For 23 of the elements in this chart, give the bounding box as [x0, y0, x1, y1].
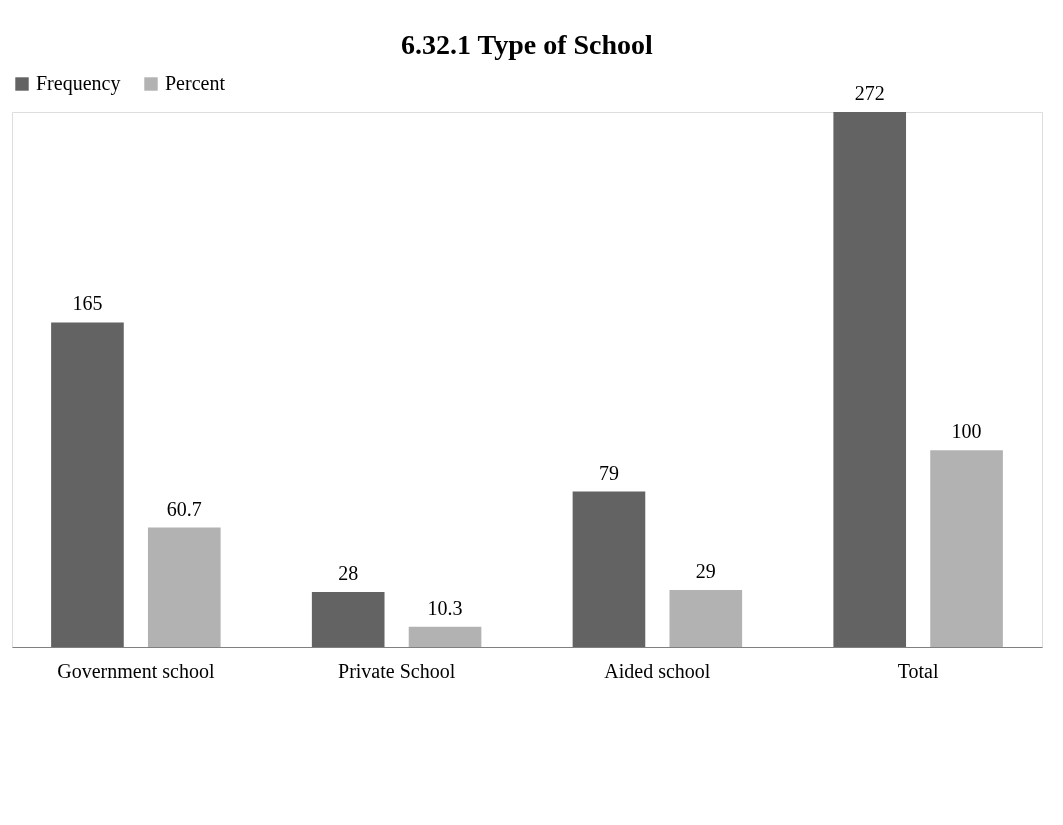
bar — [147, 527, 221, 647]
bar — [311, 591, 385, 647]
bar — [572, 491, 646, 647]
data-label: 79 — [598, 461, 619, 484]
data-label: 165 — [72, 292, 103, 315]
bar — [833, 112, 907, 647]
legend-label: Frequency — [36, 72, 121, 95]
data-label: 100 — [951, 420, 982, 443]
data-label: 29 — [695, 559, 716, 582]
x-tick-label: Total — [897, 659, 939, 682]
bar — [408, 626, 482, 647]
data-label: 28 — [338, 561, 359, 584]
bar — [51, 322, 124, 647]
legend-label: Percent — [165, 72, 226, 94]
x-tick-label: Aided school — [604, 659, 711, 682]
data-label: 60.7 — [166, 497, 202, 520]
bar — [669, 589, 743, 647]
bar — [930, 450, 1003, 647]
data-label: 10.3 — [427, 596, 463, 619]
x-tick-label: Government school — [57, 659, 215, 682]
chart-title: 6.32.1 Type of School — [401, 29, 654, 60]
x-tick-label: Private School — [338, 659, 456, 682]
data-label: 272 — [854, 82, 885, 104]
